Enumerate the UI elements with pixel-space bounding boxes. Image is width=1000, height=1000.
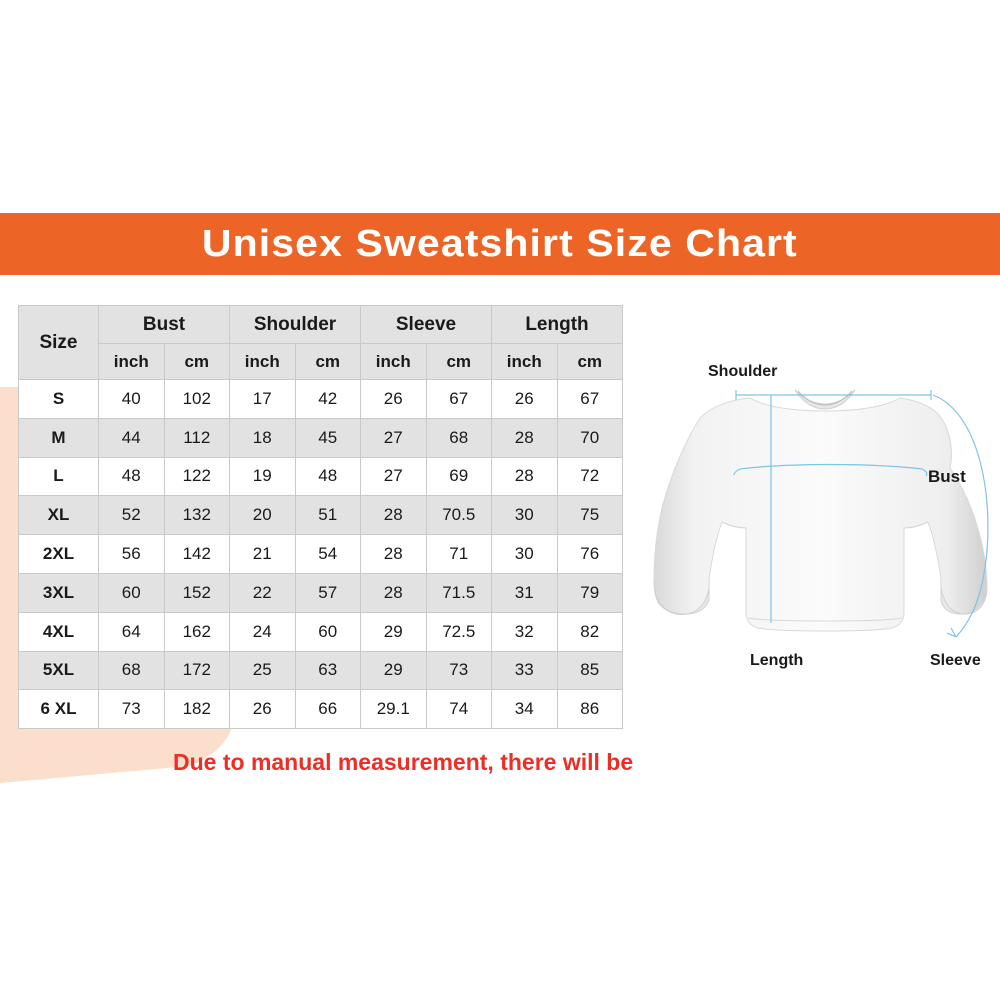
- svg-text:Shoulder: Shoulder: [708, 363, 777, 380]
- svg-text:Bust: Bust: [928, 467, 966, 486]
- svg-text:Length: Length: [750, 652, 803, 669]
- svg-text:Sleeve: Sleeve: [930, 652, 981, 669]
